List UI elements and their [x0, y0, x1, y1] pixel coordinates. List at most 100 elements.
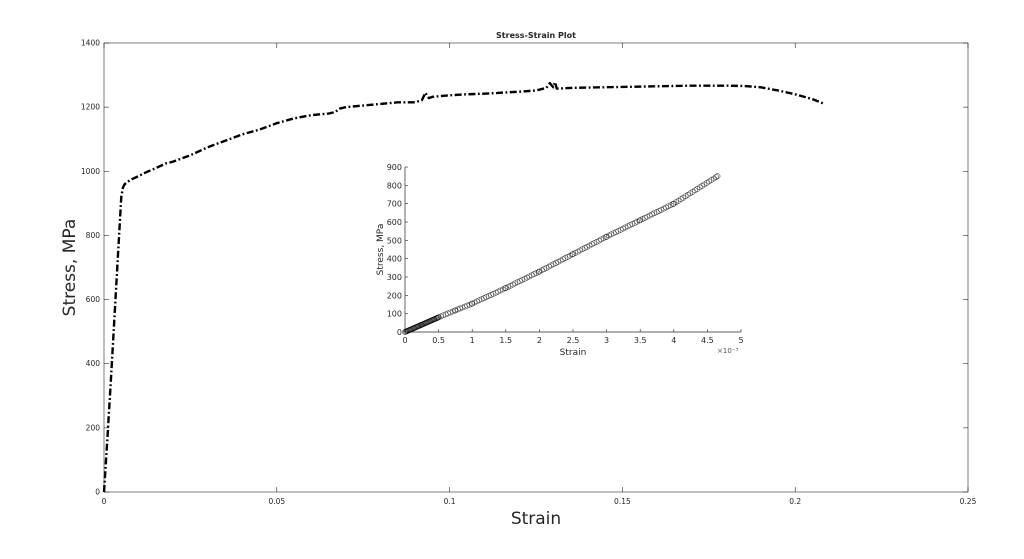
inset-data-point — [413, 324, 420, 330]
inset-data-point — [432, 316, 438, 322]
main-x-axis-label: Strain — [511, 509, 561, 529]
inset-data-point — [502, 285, 508, 292]
inset-data-point — [454, 306, 461, 313]
inset-data-point — [406, 327, 412, 334]
inset-data-point — [461, 303, 468, 310]
inset-x-tick-label: 3.5 — [634, 336, 647, 345]
inset-data-point — [426, 318, 433, 325]
inset-x-tick-label: 1.5 — [499, 336, 512, 345]
inset-data-point — [636, 217, 643, 224]
inset-data-point — [435, 314, 442, 321]
inset-data-point — [423, 319, 430, 326]
inset-x-tick-label: 4 — [671, 336, 676, 345]
inset-y-tick-label: 100 — [387, 310, 402, 319]
inset-x-tick-label: 4.5 — [701, 336, 714, 345]
inset-data-point — [442, 311, 449, 318]
main-stress-strain-line — [102, 80, 824, 493]
inset-data-point — [433, 315, 439, 322]
inset-x-tick-label: 0.5 — [432, 336, 445, 345]
inset-x-multiplier-label: ×10⁻³ — [717, 347, 738, 355]
inset-data-point — [452, 307, 459, 314]
inset-data-point — [420, 321, 427, 327]
inset-y-tick-label: 400 — [387, 255, 402, 264]
main-x-tick-label: 0.15 — [614, 497, 631, 506]
main-y-tick-label: 400 — [86, 359, 101, 368]
inset-x-tick-label: 5 — [738, 336, 743, 345]
inset-data-point — [535, 269, 542, 275]
inset-data-point — [403, 328, 410, 335]
inset-data-point — [424, 319, 431, 326]
main-y-tick-label: 1000 — [81, 167, 100, 176]
inset-data-point — [405, 327, 411, 334]
inset-y-tick-label: 300 — [387, 273, 402, 282]
inset-data-point — [430, 316, 437, 323]
main-y-tick-label: 0 — [95, 488, 100, 497]
inset-x-tick-label: 2.5 — [567, 336, 580, 345]
inset-data-point — [429, 317, 435, 324]
main-y-tick-label: 800 — [86, 231, 101, 240]
inset-x-tick-label: 1 — [470, 336, 475, 345]
inset-y-tick-label: 600 — [387, 218, 402, 227]
main-x-tick-label: 0.1 — [444, 497, 456, 506]
inset-data-point — [415, 323, 422, 330]
inset-data-point — [418, 321, 425, 328]
inset-y-ticks: 0 100 200 300 400 500 600 700 800 900 — [387, 163, 408, 337]
inset-data-point — [464, 302, 470, 309]
inset-y-tick-label: 900 — [387, 163, 402, 172]
inset-y-tick-label: 700 — [387, 200, 402, 209]
inset-data-point — [428, 317, 435, 324]
inset-data-point — [413, 324, 419, 331]
main-y-tick-label: 200 — [86, 423, 101, 432]
inset-data-point — [426, 318, 432, 325]
main-x-tick-label: 0.2 — [789, 497, 801, 506]
inset-data-point — [434, 314, 441, 321]
inset-data-point — [414, 323, 421, 330]
inset-data-point — [406, 327, 413, 333]
inset-data-point — [410, 325, 417, 332]
inset-data-point — [402, 328, 409, 335]
inset-data-point — [409, 326, 415, 332]
inset-data-point — [603, 234, 609, 240]
inset-data-point — [408, 326, 415, 333]
inset-data-point — [569, 251, 576, 258]
main-y-tick-label: 1200 — [81, 103, 100, 112]
inset-x-tick-label: 2 — [537, 336, 542, 345]
main-x-tick-label: 0.25 — [960, 497, 977, 506]
inset-scatter-points — [402, 173, 721, 335]
inset-data-point — [410, 325, 416, 332]
main-x-ticks: 0 0.05 0.1 0.15 0.2 0.25 — [102, 43, 977, 506]
inset-data-point — [412, 324, 419, 331]
inset-x-axis-label: Strain — [560, 348, 587, 358]
main-y-tick-label: 600 — [86, 295, 101, 304]
inset-data-point — [422, 320, 428, 327]
inset-y-tick-label: 500 — [387, 236, 402, 245]
inset-data-point — [421, 320, 427, 327]
inset-data-point — [447, 309, 454, 316]
inset-data-point — [427, 318, 434, 324]
inset-data-point — [404, 328, 411, 334]
inset-y-tick-label: 800 — [387, 181, 402, 190]
inset-data-point — [416, 323, 422, 329]
inset-data-point — [670, 201, 676, 207]
inset-data-point — [429, 317, 436, 323]
main-x-tick-label: 0 — [102, 497, 107, 506]
inset-data-point — [419, 321, 426, 328]
inset-data-point — [714, 173, 721, 179]
chart-title: Stress-Strain Plot — [496, 31, 576, 40]
inset-data-point — [407, 326, 414, 333]
inset-x-tick-label: 0 — [402, 336, 407, 345]
inset-data-point — [466, 301, 473, 308]
inset-data-point — [713, 174, 719, 180]
inset-y-tick-label: 0 — [397, 328, 402, 337]
inset-x-tick-label: 3 — [604, 336, 609, 345]
main-y-tick-label: 1400 — [81, 39, 100, 48]
inset-data-point — [431, 316, 438, 323]
inset-data-point — [402, 329, 408, 335]
inset-data-point — [440, 312, 447, 319]
inset-data-point — [425, 319, 431, 325]
main-x-tick-label: 0.05 — [268, 497, 285, 506]
inset-background — [371, 161, 761, 364]
inset-data-point — [457, 305, 463, 312]
